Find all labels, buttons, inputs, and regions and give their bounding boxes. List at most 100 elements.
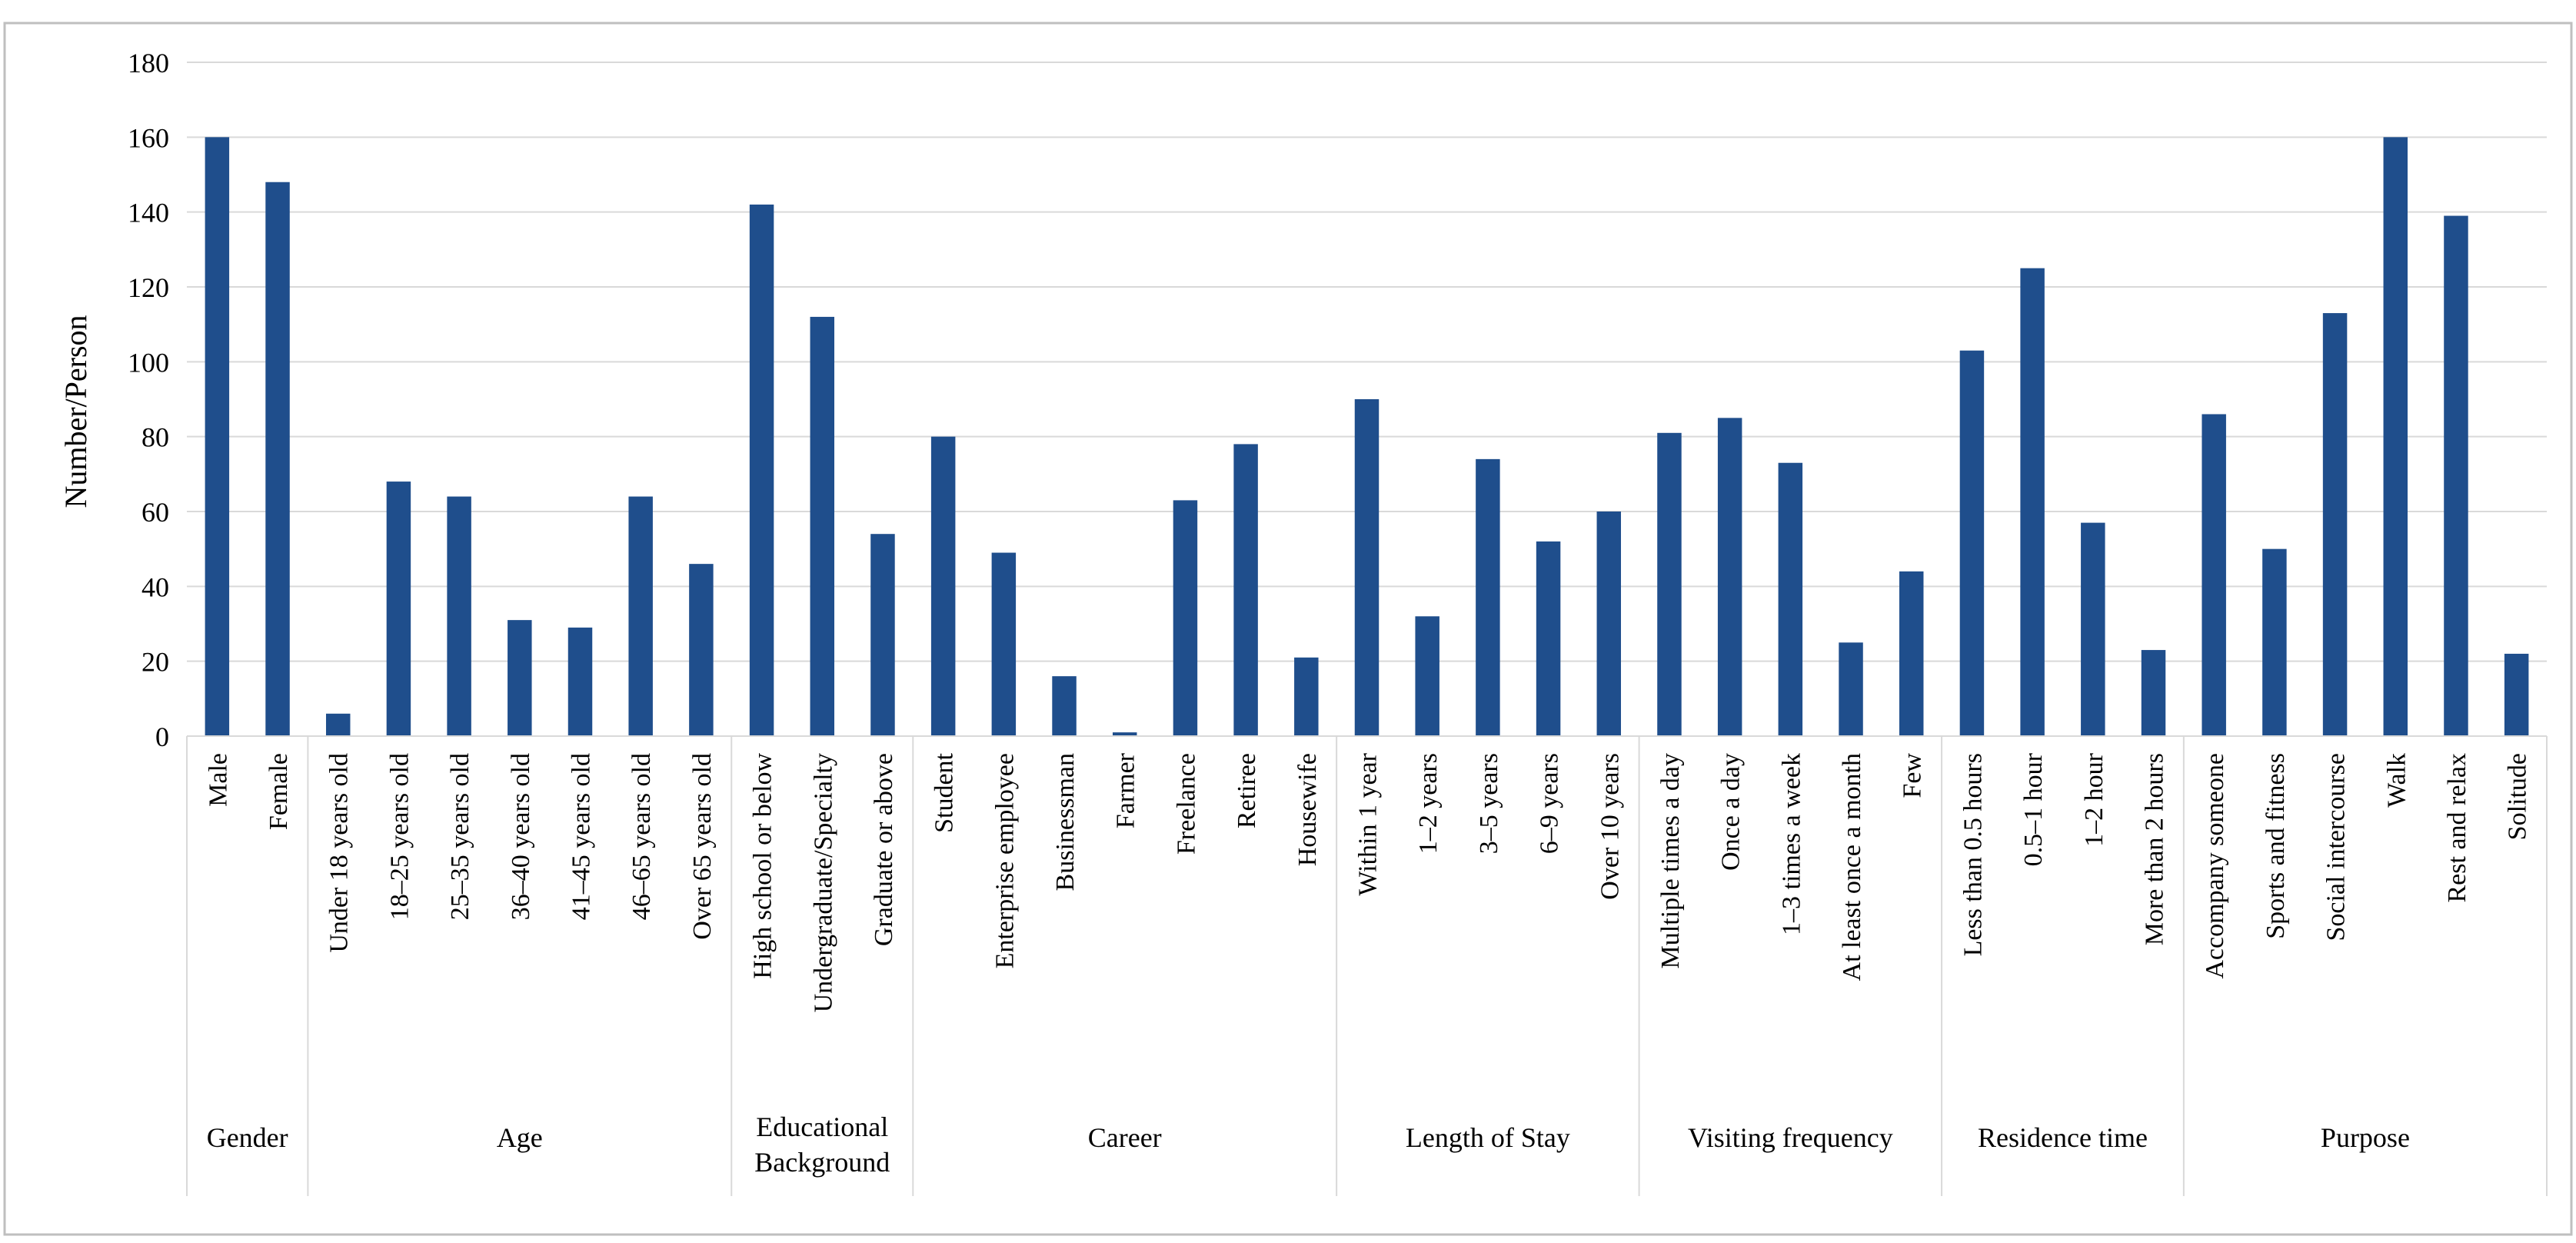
group-label-line: Length of Stay bbox=[1406, 1122, 1570, 1153]
bar bbox=[2322, 313, 2348, 737]
group-label: Residence time bbox=[1978, 1122, 2148, 1153]
x-tick-label: Housewife bbox=[1293, 753, 1322, 866]
x-tick-label: Solitude bbox=[2504, 753, 2532, 840]
x-tick-label: 46–65 years old bbox=[627, 753, 656, 920]
bar bbox=[2141, 650, 2166, 736]
bar bbox=[749, 204, 774, 736]
bar bbox=[1657, 432, 1682, 736]
group-label: Length of Stay bbox=[1406, 1122, 1570, 1153]
x-tick-label: 1–3 times a week bbox=[1777, 753, 1806, 935]
x-tick-label: Within 1 year bbox=[1354, 752, 1383, 895]
bar bbox=[930, 436, 956, 736]
x-tick-label: Over 65 years old bbox=[688, 753, 717, 940]
bar bbox=[1112, 732, 1137, 736]
x-tick-label: Few bbox=[1899, 753, 1927, 798]
group-label-line: Purpose bbox=[2321, 1122, 2410, 1153]
x-tick-label: 25–35 years old bbox=[446, 753, 474, 920]
x-tick-label: High school or below bbox=[749, 753, 777, 979]
x-tick-label: Once a day bbox=[1717, 753, 1746, 871]
bar bbox=[2081, 522, 2105, 736]
x-tick-label: 36–40 years old bbox=[507, 753, 535, 920]
x-tick-label: Student bbox=[930, 752, 959, 832]
group-label-line: Gender bbox=[207, 1122, 288, 1153]
x-tick-label: 1–2 years bbox=[1414, 753, 1443, 854]
x-tick-label: Less than 0.5 hours bbox=[1959, 753, 1987, 956]
bar bbox=[1233, 444, 1258, 736]
bar bbox=[1899, 571, 1924, 736]
bar bbox=[265, 182, 290, 736]
bar bbox=[2444, 215, 2468, 736]
y-axis-label: Number/Person bbox=[58, 315, 93, 508]
y-tick-label: 140 bbox=[128, 198, 169, 228]
x-tick-label: 0.5–1 hour bbox=[2019, 752, 2048, 866]
y-tick-label: 180 bbox=[128, 48, 169, 78]
bar bbox=[1294, 657, 1319, 736]
x-tick-label: 6–9 years bbox=[1536, 753, 1564, 854]
group-label-line: Residence time bbox=[1978, 1122, 2148, 1153]
group-label: Career bbox=[1088, 1122, 1162, 1153]
bar bbox=[205, 137, 230, 737]
bar bbox=[1596, 512, 1622, 736]
x-axis: Male Female Gender Under 18 years old 18–25 … bbox=[186, 735, 2548, 1196]
x-tick-label: Accompany someone bbox=[2201, 753, 2229, 979]
group-label: Visiting frequency bbox=[1688, 1122, 1893, 1153]
x-tick-label: Under 18 years old bbox=[325, 753, 354, 953]
x-tick-label: 3–5 years bbox=[1475, 753, 1503, 854]
y-tick-label: 0 bbox=[155, 721, 169, 752]
group-label-line: Educational bbox=[756, 1111, 888, 1142]
bar bbox=[810, 316, 835, 736]
x-tick-label: 18–25 years old bbox=[385, 753, 414, 920]
bar bbox=[2262, 548, 2287, 736]
bar bbox=[1173, 500, 1198, 736]
x-tick-label: Retiree bbox=[1233, 753, 1261, 828]
group-label: Purpose bbox=[2321, 1122, 2410, 1153]
y-tick-label: 160 bbox=[128, 122, 169, 153]
bar bbox=[1415, 616, 1439, 736]
x-tick-label: Social intercourse bbox=[2322, 753, 2351, 941]
bar bbox=[567, 627, 593, 736]
group-label-line: Age bbox=[497, 1122, 543, 1153]
y-tick-label: 40 bbox=[141, 572, 169, 602]
x-tick-label: Farmer bbox=[1112, 752, 1140, 828]
bar bbox=[1476, 458, 1500, 736]
bar bbox=[2202, 414, 2226, 736]
y-tick-label: 60 bbox=[141, 497, 169, 528]
x-tick-label: Businessman bbox=[1051, 753, 1080, 891]
x-tick-label: More than 2 hours bbox=[2141, 753, 2169, 945]
y-tick-label: 20 bbox=[141, 647, 169, 678]
x-tick-label: Female bbox=[265, 753, 293, 830]
group-label: Gender bbox=[207, 1122, 288, 1153]
bar bbox=[1959, 350, 1985, 736]
x-tick-label: Freelance bbox=[1172, 753, 1200, 855]
bar bbox=[870, 534, 895, 736]
group-label: Educational Background bbox=[754, 1111, 890, 1178]
bar bbox=[1778, 462, 1803, 736]
x-tick-label: Enterprise employee bbox=[990, 753, 1019, 968]
x-tick-label: Over 10 years bbox=[1596, 753, 1624, 900]
bar bbox=[1536, 541, 1561, 736]
bar bbox=[386, 482, 411, 736]
bar bbox=[1052, 676, 1077, 736]
bar bbox=[1354, 399, 1380, 736]
bar bbox=[2504, 653, 2529, 736]
bar bbox=[991, 552, 1017, 736]
bar bbox=[447, 496, 471, 736]
group-label: Age bbox=[497, 1122, 543, 1153]
x-tick-label: At least once a month bbox=[1838, 753, 1866, 981]
x-tick-label: 1–2 hour bbox=[2080, 752, 2108, 847]
bar bbox=[628, 496, 653, 736]
x-tick-label: Multiple times a day bbox=[1656, 753, 1685, 968]
x-tick-label: Sports and fitness bbox=[2261, 753, 2290, 939]
group-label-line: Visiting frequency bbox=[1688, 1122, 1893, 1153]
group-label-line: Career bbox=[1088, 1122, 1162, 1153]
y-tick-label: 120 bbox=[128, 272, 169, 303]
bar bbox=[1839, 642, 1863, 736]
x-tick-label: Undergraduate/Specialty bbox=[809, 753, 837, 1012]
bar bbox=[1717, 418, 1742, 736]
x-tick-label: 41–45 years old bbox=[567, 753, 596, 920]
x-tick-label: Male bbox=[204, 753, 232, 807]
x-tick-label: Graduate or above bbox=[870, 753, 898, 946]
bar bbox=[325, 713, 351, 736]
